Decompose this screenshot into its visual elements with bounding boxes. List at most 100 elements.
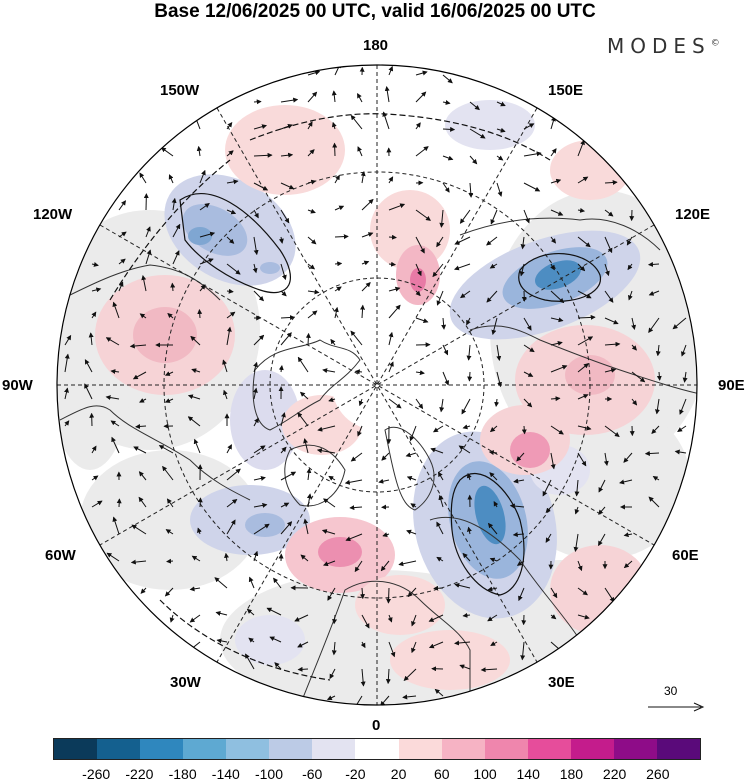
wind-vector (361, 232, 374, 238)
wind-vector (403, 668, 417, 681)
wind-vector (516, 560, 525, 566)
wind-vector (388, 203, 406, 211)
wind-vector (520, 236, 526, 250)
wind-vector (252, 387, 258, 400)
wind-vector (278, 236, 284, 244)
wind-vector (360, 668, 366, 687)
colorbar-swatch (355, 739, 399, 759)
wind-vector (280, 182, 295, 190)
colorbar-swatch (656, 739, 700, 759)
wind-vector (407, 587, 417, 598)
lon-label-120e: 120E (675, 206, 711, 223)
negative-anomalies (164, 100, 641, 665)
wind-vector (64, 420, 70, 427)
wind-vector (248, 637, 255, 643)
wind-vector (415, 290, 421, 297)
wind-vector (332, 142, 338, 157)
wind-vector (550, 396, 561, 402)
colorbar-swatch (183, 739, 227, 759)
wind-vector (550, 340, 563, 346)
wind-vector (674, 449, 687, 455)
wind-vector (354, 560, 363, 573)
wind-vector (145, 249, 152, 265)
wind-vector (550, 178, 562, 184)
wind-vector (307, 179, 317, 185)
wind-vector (509, 503, 525, 509)
wind-vector (604, 179, 618, 185)
wind-vector (442, 100, 451, 105)
wind-vector (656, 371, 662, 381)
wind-vector (598, 479, 606, 493)
wind-vector (321, 529, 336, 535)
wind-vector (357, 146, 363, 157)
wind-vector (490, 209, 498, 225)
wind-vector (486, 290, 498, 303)
wind-vector (118, 258, 126, 265)
wind-vector (603, 452, 609, 467)
wind-vector (577, 290, 592, 299)
wind-vector (359, 587, 365, 600)
wind-vector (110, 420, 120, 427)
wind-vector (604, 236, 613, 254)
colorbar-swatch (312, 739, 356, 759)
map-title: Base 12/06/2025 00 UTC, valid 16/06/2025… (154, 1, 596, 22)
wind-vector (165, 529, 174, 535)
wind-vector (496, 101, 506, 107)
wind-vector (491, 317, 498, 336)
wind-vector (253, 182, 269, 191)
wind-vector (384, 85, 390, 103)
wind-vector (388, 331, 394, 346)
reference-vector-label: 30 (664, 684, 678, 698)
wind-vector (486, 236, 498, 246)
wind-vector (307, 70, 321, 76)
wind-vector (280, 446, 287, 454)
wind-vector (361, 282, 371, 292)
wind-vector (280, 152, 294, 158)
wind-vector (326, 695, 336, 700)
wind-vector (269, 636, 282, 643)
wind-vector (329, 668, 336, 680)
wind-vector (466, 472, 472, 481)
wind-vector (278, 364, 284, 373)
wind-vector (672, 317, 687, 330)
wind-vector (171, 197, 177, 211)
wind-vector (577, 560, 583, 572)
wind-vector (462, 612, 471, 618)
wind-vector (226, 179, 239, 185)
wind-vector (442, 155, 454, 161)
wind-vector (496, 155, 504, 161)
wind-vector (428, 641, 444, 649)
wind-vector (361, 260, 370, 266)
wind-vector (331, 641, 337, 656)
wind-vector (253, 475, 266, 481)
wind-vector (550, 452, 556, 470)
wind-vector (168, 174, 174, 184)
colorbar-swatch (527, 739, 571, 759)
wind-vector (222, 359, 228, 373)
wind-vector (648, 290, 660, 296)
wind-vector (197, 308, 203, 319)
wind-vector (523, 123, 535, 130)
colorbar-tick-label: 220 (602, 766, 627, 782)
wind-vector (487, 614, 498, 622)
wind-vector (331, 121, 337, 130)
wind-vector (388, 398, 402, 409)
wind-vector (306, 467, 312, 481)
wind-vector (105, 395, 120, 401)
wind-vector (84, 383, 93, 400)
wind-vector (604, 317, 619, 325)
wind-vector (196, 145, 202, 157)
wind-vector (280, 332, 292, 346)
wind-vector (441, 317, 447, 330)
wind-vector (226, 209, 237, 215)
wind-vector (131, 524, 147, 535)
wind-vector (461, 398, 471, 415)
wind-vector (496, 127, 506, 133)
wind-vector (410, 503, 417, 509)
wind-vector (415, 263, 422, 277)
wind-vector (550, 614, 557, 620)
wind-vector (467, 371, 473, 382)
colorbar-tick-label: 180 (559, 766, 584, 782)
wind-vector (438, 494, 444, 508)
wind-vector (631, 344, 637, 351)
